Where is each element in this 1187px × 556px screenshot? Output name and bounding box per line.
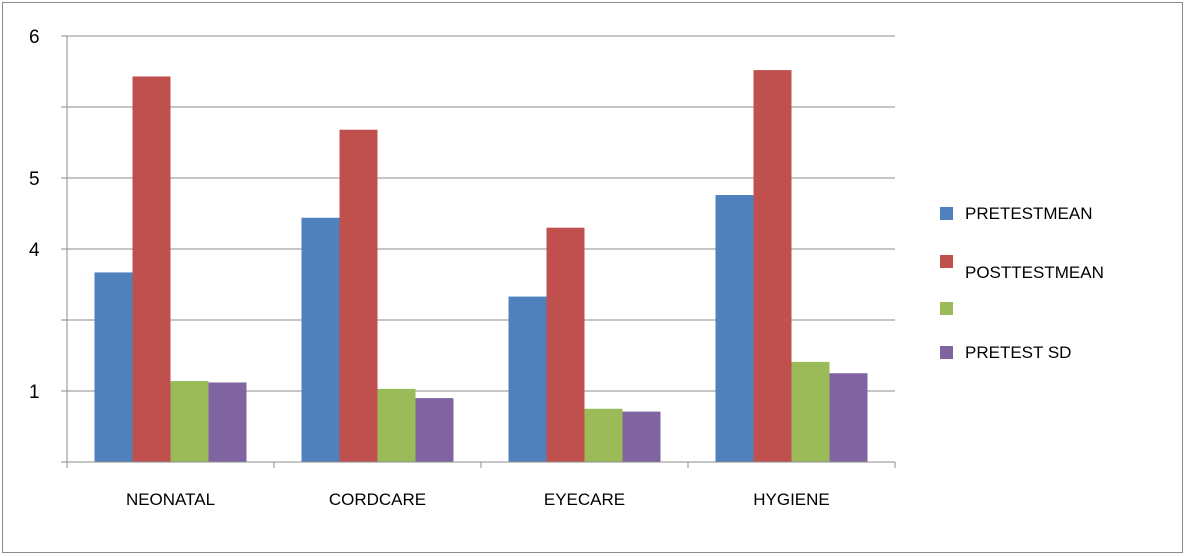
legend-label: PRETESTMEAN <box>965 204 1093 223</box>
y-axis-tick-label: 5 <box>29 169 40 190</box>
bar <box>170 381 209 462</box>
x-axis-tick-label: CORDCARE <box>329 490 426 509</box>
bar <box>339 129 378 462</box>
bar <box>622 411 661 462</box>
bar <box>94 272 133 462</box>
legend-swatch <box>940 255 953 268</box>
y-axis-tick-label: 1 <box>29 382 40 403</box>
legend: PRETESTMEAN POSTTESTMEAN PRETEST SD <box>940 204 1104 362</box>
bar <box>753 70 792 462</box>
x-axis-tick-label: HYGIENE <box>753 490 830 509</box>
x-axis-tick-label: EYECARE <box>544 490 625 509</box>
bar <box>715 195 754 463</box>
bar <box>829 373 868 462</box>
bar <box>208 382 247 462</box>
bar <box>415 398 454 462</box>
bar <box>584 408 623 462</box>
x-axis-tick-labels: NEONATAL CORDCARE EYECARE HYGIENE <box>126 490 830 509</box>
bar <box>546 227 585 462</box>
axes <box>61 35 896 468</box>
bar <box>377 388 416 462</box>
y-axis-tick-labels: 1 4 5 6 <box>29 27 40 403</box>
legend-label: PRETEST SD <box>965 343 1071 362</box>
y-axis-tick-label: 4 <box>29 240 40 261</box>
bar <box>791 361 830 462</box>
legend-label: POSTTESTMEAN <box>965 263 1104 282</box>
bars <box>94 70 868 463</box>
legend-swatch <box>940 207 953 220</box>
y-axis-tick-label: 6 <box>29 27 40 48</box>
bar <box>301 217 340 462</box>
bar <box>132 76 171 462</box>
bar <box>508 296 547 462</box>
legend-swatch <box>940 346 953 359</box>
x-axis-tick-label: NEONATAL <box>126 490 215 509</box>
legend-swatch <box>940 302 953 315</box>
